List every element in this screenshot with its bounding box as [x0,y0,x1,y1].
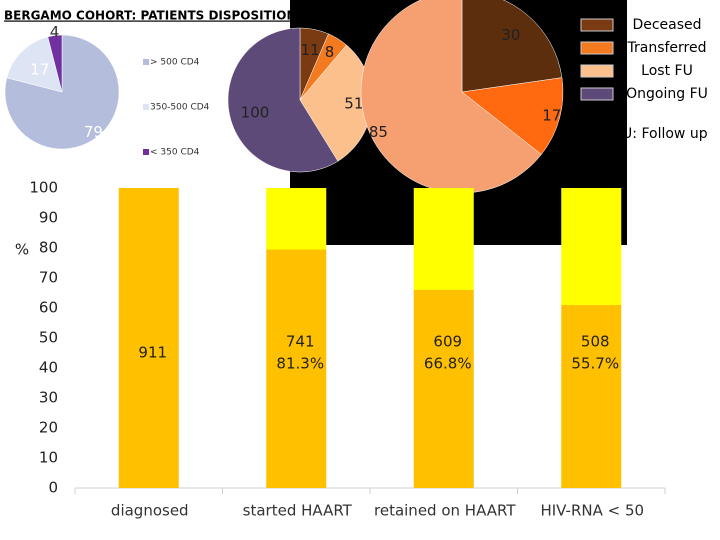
legend-label: < 350 CD4 [150,148,200,158]
slice-label: 4 [50,23,60,41]
bar-annotation: 81.3% [276,355,324,373]
y-tick-label: 40 [39,359,58,377]
slice-label: 85 [369,123,388,141]
legend-note: FU: Follow up [614,126,708,142]
pie-slice [227,27,339,173]
y-tick-label: 70 [39,269,58,287]
legend-swatch [580,64,614,78]
legend-label: 350-500 CD4 [150,103,210,113]
y-tick-label: 10 [39,449,58,467]
bar-segment [266,249,327,488]
y-tick-label: 0 [48,479,58,497]
y-tick-label: 30 [39,389,58,407]
y-tick-label: 90 [39,209,58,227]
y-tick-label: 60 [39,299,58,317]
legend-swatch [580,18,614,32]
bar-segment [561,188,622,305]
legend-swatch [580,41,614,55]
bar-annotation: 55.7% [571,355,619,373]
legend-swatch [143,104,149,110]
slice-label: 30 [501,26,520,44]
slice-label: 8 [325,43,335,61]
slice-label: 51 [344,94,363,112]
legend-label: Deceased [632,17,701,33]
bar-annotation: 66.8% [424,355,472,373]
x-tick-label: started HAART [243,502,353,520]
bar-segment [413,290,474,488]
bar-annotation: 609 [433,333,462,351]
y-axis-label: % [15,241,29,259]
legend-swatch [143,149,149,155]
x-tick-label: diagnosed [111,502,189,520]
slice-label: 17 [542,107,561,125]
legend-label: Ongoing FU [626,86,708,102]
y-tick-label: 100 [29,179,58,197]
bar-segment [266,188,327,250]
y-tick-label: 20 [39,419,58,437]
pie-slice [47,34,63,93]
slice-label: 11 [301,41,320,59]
bar-segment [413,188,474,290]
x-tick-label: HIV-RNA < 50 [540,502,644,520]
legend-label: > 500 CD4 [150,58,200,68]
slice-label: 17 [30,60,49,78]
slide-title: BERGAMO COHORT: PATIENTS DISPOSITION [4,9,297,23]
pie-slice [6,36,63,93]
slice-label: 100 [241,103,270,121]
bar-annotation: 911 [138,344,167,362]
legend-label: Transferred [627,40,707,56]
x-tick-label: retained on HAART [374,502,516,520]
legend-swatch [143,59,149,65]
pie-slice [461,0,563,93]
bar-annotation: 508 [581,333,610,351]
slice-label: 79 [84,123,103,141]
pie-slice [461,77,564,155]
legend-swatch [580,87,614,101]
pie-slice [360,0,542,194]
bar-segment [118,188,179,488]
y-tick-label: 50 [39,329,58,347]
y-tick-label: 80 [39,239,58,257]
bar-annotation: 741 [286,333,315,351]
legend-label: Lost FU [641,63,693,79]
bar-segment [561,305,622,488]
